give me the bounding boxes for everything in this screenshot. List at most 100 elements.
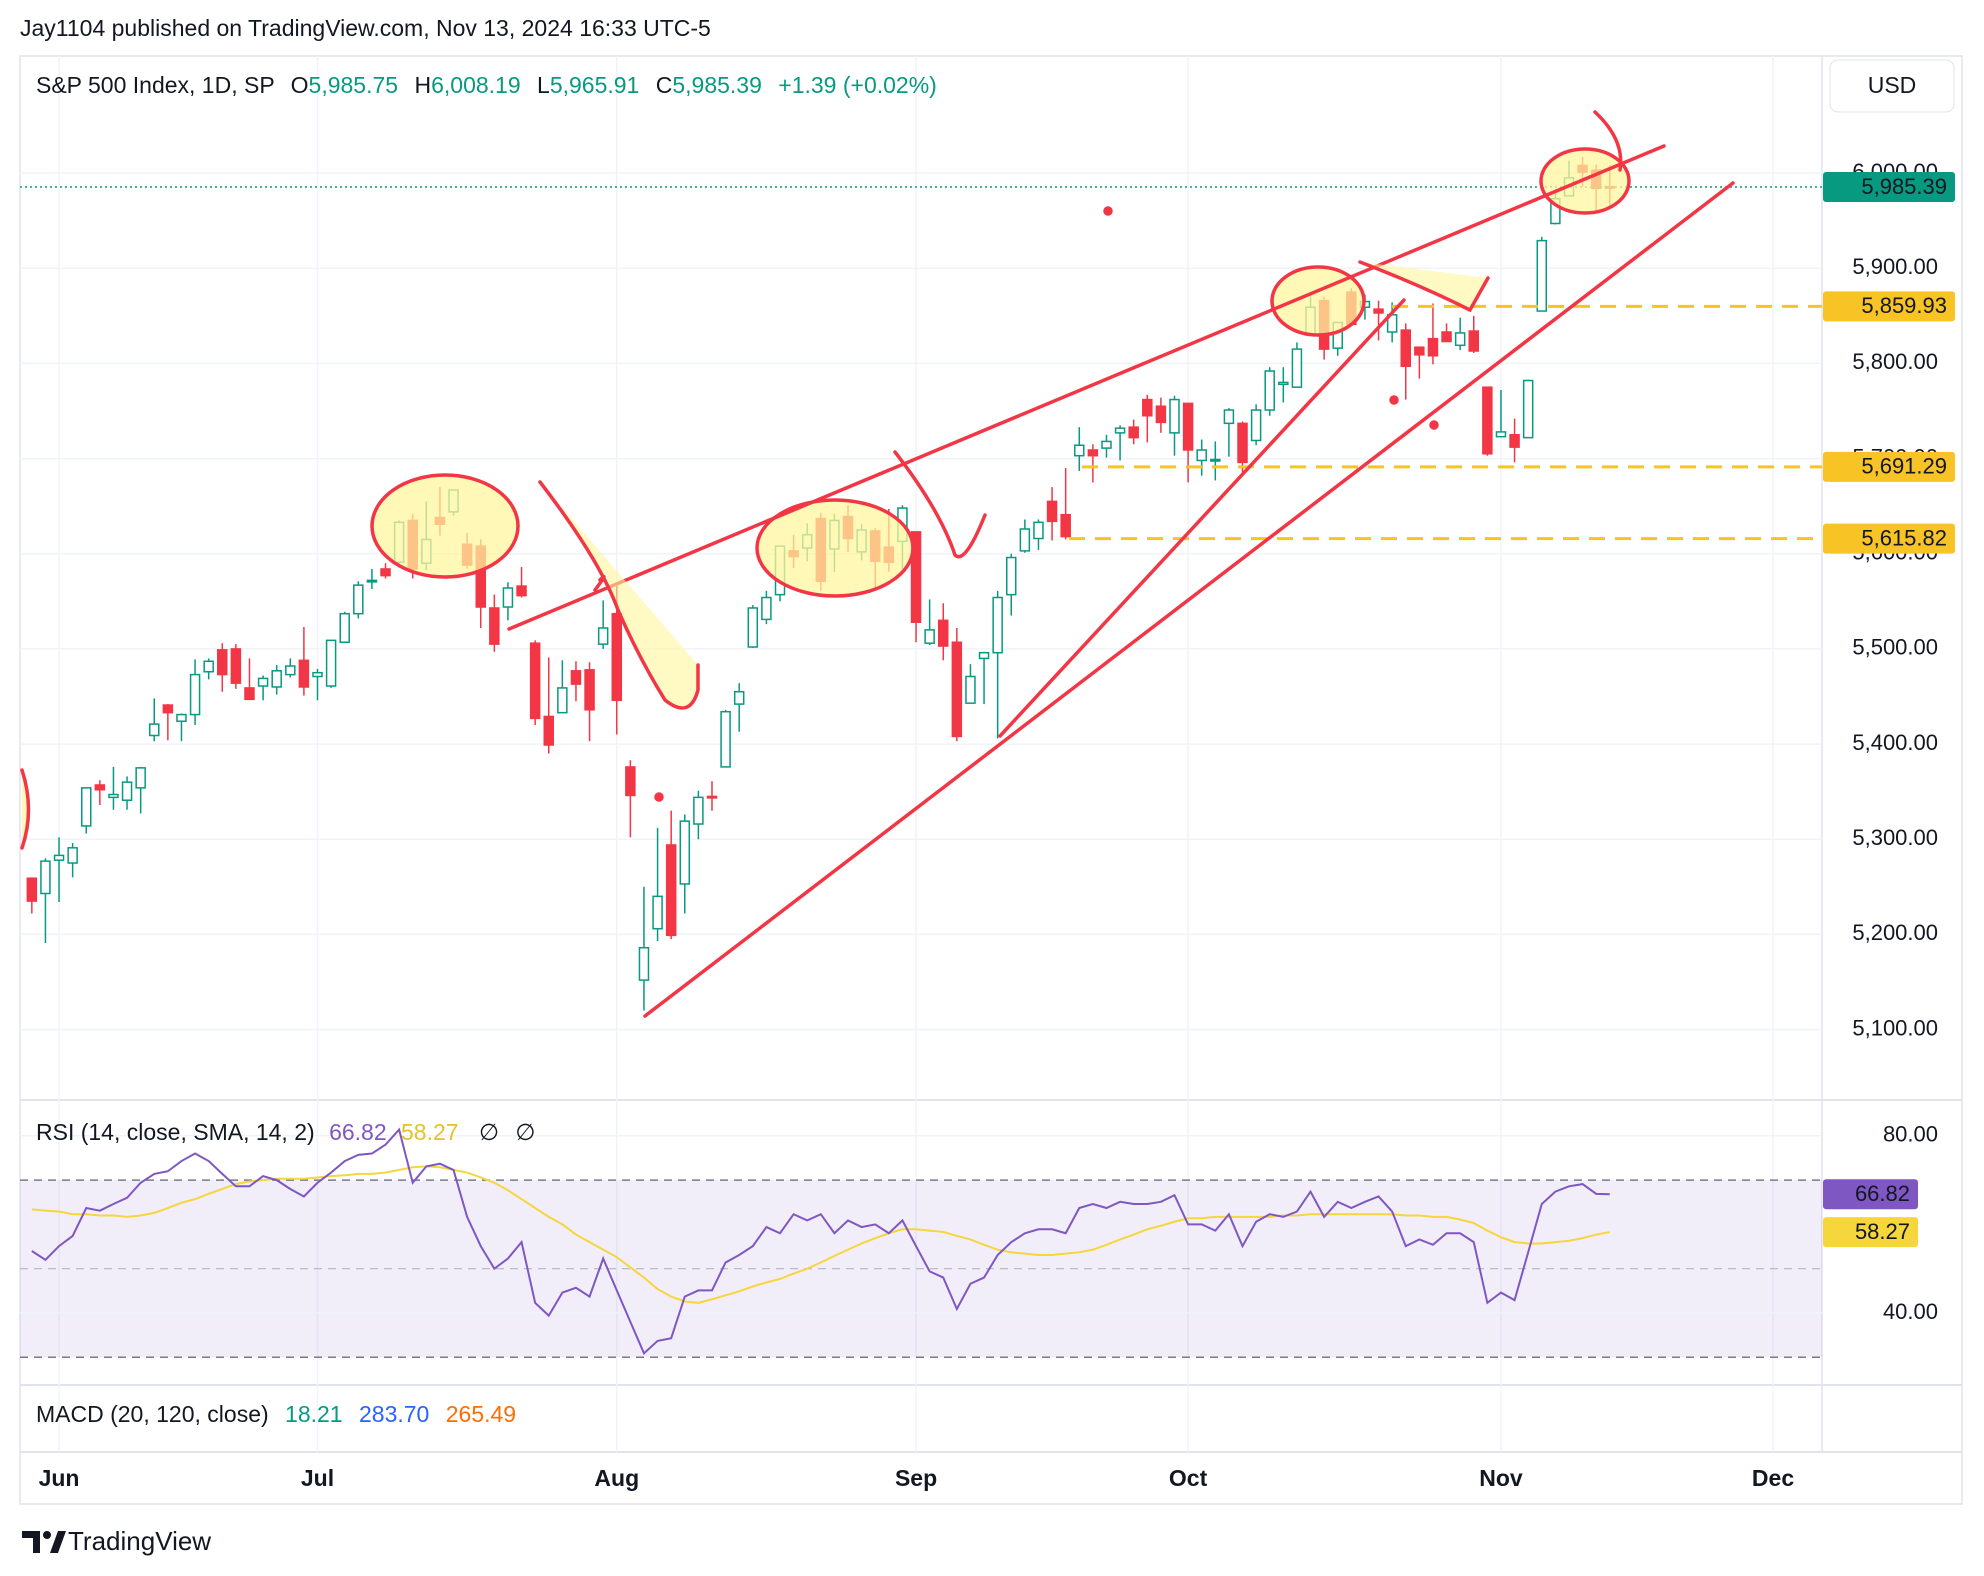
candle-body xyxy=(570,670,582,685)
candle-body xyxy=(937,619,949,647)
candle-body xyxy=(1182,402,1194,451)
candle-body xyxy=(1495,431,1507,438)
candle-body xyxy=(325,639,337,687)
candle-body xyxy=(203,660,214,673)
candle-body xyxy=(271,670,282,688)
ohlc-label: H xyxy=(414,72,431,98)
currency[interactable]: USD xyxy=(1868,72,1917,98)
x-tick-label: Jun xyxy=(39,1465,80,1491)
highlight-circle xyxy=(755,498,915,598)
rsi-title: RSI (14, close, SMA, 14, 2) xyxy=(36,1119,315,1145)
candle-body xyxy=(1128,426,1139,439)
candle-body xyxy=(1536,239,1548,312)
rsi-tag xyxy=(1823,1179,1918,1210)
axes: Jun Jul Aug Sep Oct Nov Dec 5,100.00 5,200.00 5,3… xyxy=(39,159,1955,1491)
price-tag-label: 5,985.39 xyxy=(1861,174,1947,199)
candle-body xyxy=(1509,434,1520,448)
candle-body xyxy=(162,704,174,714)
rsi-sma-value: 58.27 xyxy=(401,1119,459,1145)
candle-body xyxy=(1427,337,1439,357)
drawing-dot xyxy=(1103,206,1113,216)
y-tick-label: 5,400.00 xyxy=(1852,730,1938,755)
chart-frame xyxy=(19,55,1963,1505)
x-tick-label: Dec xyxy=(1752,1465,1794,1491)
brand-logo: TradingView xyxy=(22,1526,211,1556)
candle-body xyxy=(1237,422,1248,464)
candle-body xyxy=(1414,346,1425,356)
candle-body xyxy=(1142,398,1153,417)
candle-body xyxy=(1169,398,1180,434)
candle-body xyxy=(1522,379,1534,439)
candle-body xyxy=(1482,386,1493,455)
symbol: S&P 500 Index, 1D, SP xyxy=(36,72,274,98)
candle-body xyxy=(516,585,527,597)
price-tag xyxy=(1823,171,1955,202)
candle-body xyxy=(339,612,350,643)
logo-mark xyxy=(50,1531,66,1553)
candle-body xyxy=(257,677,269,687)
candle-body xyxy=(1074,444,1085,457)
symbol-legend: S&P 500 Index, 1D, SP O5,985.75 H6,008.1… xyxy=(36,72,937,98)
highlight-circle xyxy=(1539,147,1631,215)
candle-body xyxy=(26,877,38,902)
price-tag xyxy=(1823,523,1955,554)
y-tick-label: 5,500.00 xyxy=(1852,635,1938,660)
y-tick-label: 5,200.00 xyxy=(1852,920,1938,945)
currency-button[interactable] xyxy=(1829,59,1955,113)
candle-body xyxy=(1223,409,1235,425)
candle-body xyxy=(285,665,296,676)
candle-body xyxy=(380,568,391,577)
rsi-sma-line xyxy=(31,1165,1610,1304)
x-tick-label: Sep xyxy=(895,1465,937,1491)
highlight-circle xyxy=(370,473,520,579)
candle-body xyxy=(1291,348,1303,388)
candle-body xyxy=(584,669,595,711)
arrow-stroke xyxy=(593,574,606,592)
ohlc-label: L xyxy=(537,72,550,98)
ohlc-label: C xyxy=(656,72,673,98)
rsi-legend: RSI (14, close, SMA, 14, 2) 66.82 58.27 … xyxy=(36,1119,535,1145)
candle-body xyxy=(40,860,51,895)
candle-body xyxy=(1019,528,1031,552)
y-tick-label: 5,800.00 xyxy=(1852,349,1938,374)
candle-body xyxy=(1468,330,1480,352)
candle-body xyxy=(1155,405,1167,424)
candle-body xyxy=(67,847,78,864)
candle-body xyxy=(94,784,106,791)
candle-body xyxy=(761,596,772,621)
candle-body xyxy=(924,629,935,644)
candle-body xyxy=(1033,521,1044,540)
candle-body xyxy=(733,690,745,705)
candle-body xyxy=(720,710,731,768)
candle-body xyxy=(557,687,568,714)
candle-body xyxy=(108,793,119,799)
candle-body xyxy=(1196,449,1207,462)
candle-body xyxy=(149,723,160,737)
candle-body xyxy=(121,781,133,801)
candle-body xyxy=(1264,370,1275,411)
highlight-arc xyxy=(20,768,31,850)
rsi-value: 66.82 xyxy=(329,1119,387,1145)
candle-body xyxy=(978,651,990,660)
rsi-tag-label: 66.82 xyxy=(1855,1181,1910,1206)
rsi-line xyxy=(31,1127,1610,1355)
ohlc-value: 5,965.91 xyxy=(550,72,640,98)
ohlc-label: O xyxy=(291,72,309,98)
candle-body xyxy=(80,787,92,827)
price-tag-label: 5,691.29 xyxy=(1861,454,1947,479)
candle-body xyxy=(1278,381,1289,386)
candle-body xyxy=(1250,409,1262,442)
candle-body xyxy=(1060,513,1071,538)
arrow-stroke xyxy=(893,450,987,559)
candle-body xyxy=(189,673,201,716)
candle-body xyxy=(679,820,691,885)
change: +1.39 (+0.02%) xyxy=(778,72,937,98)
candle-body xyxy=(665,844,677,937)
candle-body xyxy=(1046,500,1058,523)
candle-body xyxy=(992,596,1003,654)
candle-body xyxy=(353,584,364,615)
trend-line xyxy=(507,144,1666,631)
candle-body xyxy=(1101,440,1112,449)
candle-body xyxy=(176,713,187,722)
